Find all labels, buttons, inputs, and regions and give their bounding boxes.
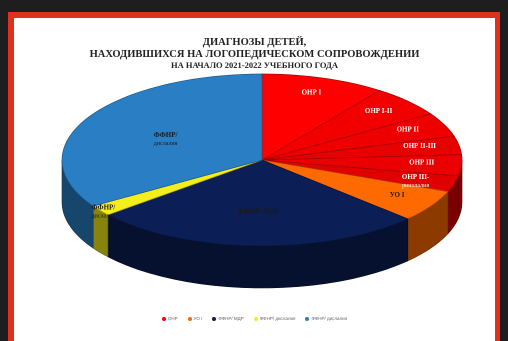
pie-slice xyxy=(261,113,455,161)
pie-slice xyxy=(261,154,463,177)
legend-swatch xyxy=(253,316,258,321)
pie-slice xyxy=(107,159,409,247)
pie-slice-label: ОНР III xyxy=(409,158,434,166)
legend-label: ФФНР/ дислалия xyxy=(259,316,296,321)
chart-title-line-3: НА НАЧАЛО 2021-2022 УЧЕБНОГО ГОДА xyxy=(170,60,339,70)
pie-slice-sublabel: ринолалия xyxy=(402,183,429,189)
chart-legend: ОНР УО I ФФНР/ МДР ФФНР/ дислалия ФФНР/ дисл… xyxy=(14,316,495,321)
pie-chart: ОНР I ОНР I-II ОНР II ОНР II-III ОНР III ОНР … xyxy=(61,73,463,289)
legend-swatch xyxy=(212,316,217,321)
pie-slice-sublabel: дислалия xyxy=(92,214,116,220)
legend-item: ФФНР/ дислалия xyxy=(253,316,296,321)
legend-swatch xyxy=(161,316,166,321)
pie-slice-label: ОНР I-II xyxy=(365,107,393,115)
pie-slice xyxy=(261,73,381,161)
pie-slice xyxy=(261,135,463,161)
pie-labels: ОНР I ОНР I-II ОНР II ОНР II-III ОНР III ОНР … xyxy=(92,89,437,220)
legend-label: ФФНР/ МДР xyxy=(218,316,244,321)
pie-slice-label: ОНР I xyxy=(302,89,322,97)
pie-slice xyxy=(261,159,449,220)
pie-slice-sublabel: дислалия xyxy=(154,141,178,147)
pie-slice-label: УО I xyxy=(390,191,405,199)
pie-slice-label: ОНР II xyxy=(397,126,420,134)
pie-slice-label: ФФНР/ МДР xyxy=(238,207,280,215)
legend-item: ОНР xyxy=(161,316,178,321)
pie-slice-label: ОНР III- xyxy=(402,173,430,181)
pie-slice xyxy=(61,73,263,207)
pie-slice-label: ОНР II-III xyxy=(403,142,436,150)
chart-title-line-1: ДИАГНОЗЫ ДЕТЕЙ, xyxy=(202,37,307,48)
legend-item: ФФНР/ МДР xyxy=(212,316,244,321)
pie-slice-label: ФФНР/ xyxy=(154,131,179,139)
pie-slice-label: ФФНР/ xyxy=(92,204,117,212)
legend-swatch xyxy=(305,316,310,321)
legend-label: ФФНР/ дислалия xyxy=(311,316,348,321)
slide: ДИАГНОЗЫ ДЕТЕЙ, НАХОДИВШИХСЯ НА ЛОГОПЕДИ… xyxy=(14,18,495,341)
pie-top xyxy=(61,73,463,247)
legend-item: УО I xyxy=(187,316,203,321)
legend-label: ОНР xyxy=(167,316,178,321)
chart-title-line-2: НАХОДИВШИХСЯ НА ЛОГОПЕДИЧЕСКОМ СОПРОВОЖД… xyxy=(89,49,420,60)
legend-label: УО I xyxy=(193,316,203,321)
legend-swatch xyxy=(187,316,192,321)
pie-slice xyxy=(261,90,432,161)
legend-item: ФФНР/ дислалия xyxy=(305,316,347,321)
